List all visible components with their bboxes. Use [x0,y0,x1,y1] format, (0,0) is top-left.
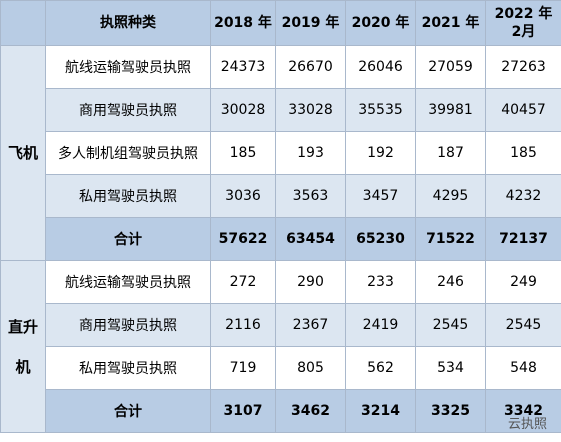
cell-value: 4295 [415,174,486,218]
row-label: 商用驾驶员执照 [45,303,211,347]
cell-value: 805 [275,346,346,390]
cell-value: 534 [415,346,486,390]
cell-value: 24373 [210,45,276,89]
total-row: 合计 57622 63454 65230 71522 72137 [1,217,561,261]
cell-value: 4232 [485,174,561,218]
cell-value: 27263 [485,45,561,89]
cell-value: 2116 [210,303,276,347]
watermark: 云执照 [507,417,547,432]
row-label: 私用驾驶员执照 [45,346,211,390]
total-value: 57622 [210,217,276,261]
cell-value: 2545 [415,303,486,347]
total-value: 72137 [485,217,561,261]
total-row: 合计 3107 3462 3214 3325 3342 [1,389,561,433]
total-value: 71522 [415,217,486,261]
row-label: 多人制机组驾驶员执照 [45,131,211,175]
total-value: 3342 [485,389,561,433]
header-title: 执照种类 [45,0,211,46]
cell-value: 3036 [210,174,276,218]
header-year: 2018 年 [210,0,276,46]
cell-value: 35535 [345,88,416,132]
header-year: 2022 年 2月 [485,0,561,46]
row-label: 航线运输驾驶员执照 [45,45,211,89]
cell-value: 26046 [345,45,416,89]
cell-value: 30028 [210,88,276,132]
cell-value: 27059 [415,45,486,89]
total-label: 合计 [45,217,211,261]
cell-value: 249 [485,260,561,304]
total-label: 合计 [45,389,211,433]
total-value: 3462 [275,389,346,433]
header-year: 2020 年 [345,0,416,46]
cell-value: 719 [210,346,276,390]
cell-value: 548 [485,346,561,390]
license-table: 执照种类 2018 年 2019 年 2020 年 2021 年 2022 年 2月 飞机航… [0,0,561,433]
cell-value: 246 [415,260,486,304]
row-label: 商用驾驶员执照 [45,88,211,132]
corner-cell [0,0,46,46]
cell-value: 3457 [345,174,416,218]
data-row: 直升机 航线运输驾驶员执照 272 290 233 246 249 [0,260,561,433]
cell-value: 2367 [275,303,346,347]
data-row: 商用驾驶员执照 2116 2367 2419 2545 2545 [1,303,561,347]
cell-value: 290 [275,260,346,304]
row-label: 私用驾驶员执照 [45,174,211,218]
header-row: 执照种类 2018 年 2019 年 2020 年 2021 年 2022 年 2月 [0,0,561,46]
cell-value: 562 [345,346,416,390]
cell-value: 185 [485,131,561,175]
data-row: 飞机 航线运输驾驶员执照 24373 26670 26046 27059 27263 [0,45,561,261]
cell-value: 185 [210,131,276,175]
data-row: 多人制机组驾驶员执照 185 193 192 187 185 [1,131,561,175]
total-value: 65230 [345,217,416,261]
group-label: 直升机 [0,260,46,433]
data-row: 商用驾驶员执照 30028 33028 35535 39981 40457 [1,88,561,132]
cell-value: 192 [345,131,416,175]
total-value: 3325 [415,389,486,433]
total-value: 3107 [210,389,276,433]
cell-value: 233 [345,260,416,304]
cell-value: 2419 [345,303,416,347]
data-row: 私用驾驶员执照 3036 3563 3457 4295 4232 [1,174,561,218]
cell-value: 272 [210,260,276,304]
row-label: 航线运输驾驶员执照 [45,260,211,304]
total-value: 3214 [345,389,416,433]
group-label: 飞机 [0,45,46,261]
cell-value: 26670 [275,45,346,89]
cell-value: 187 [415,131,486,175]
cell-value: 2545 [485,303,561,347]
cell-value: 193 [275,131,346,175]
cell-value: 33028 [275,88,346,132]
header-year: 2021 年 [415,0,486,46]
total-value: 63454 [275,217,346,261]
data-row: 私用驾驶员执照 719 805 562 534 548 [1,346,561,390]
cell-value: 39981 [415,88,486,132]
cell-value: 40457 [485,88,561,132]
cell-value: 3563 [275,174,346,218]
header-year: 2019 年 [275,0,346,46]
